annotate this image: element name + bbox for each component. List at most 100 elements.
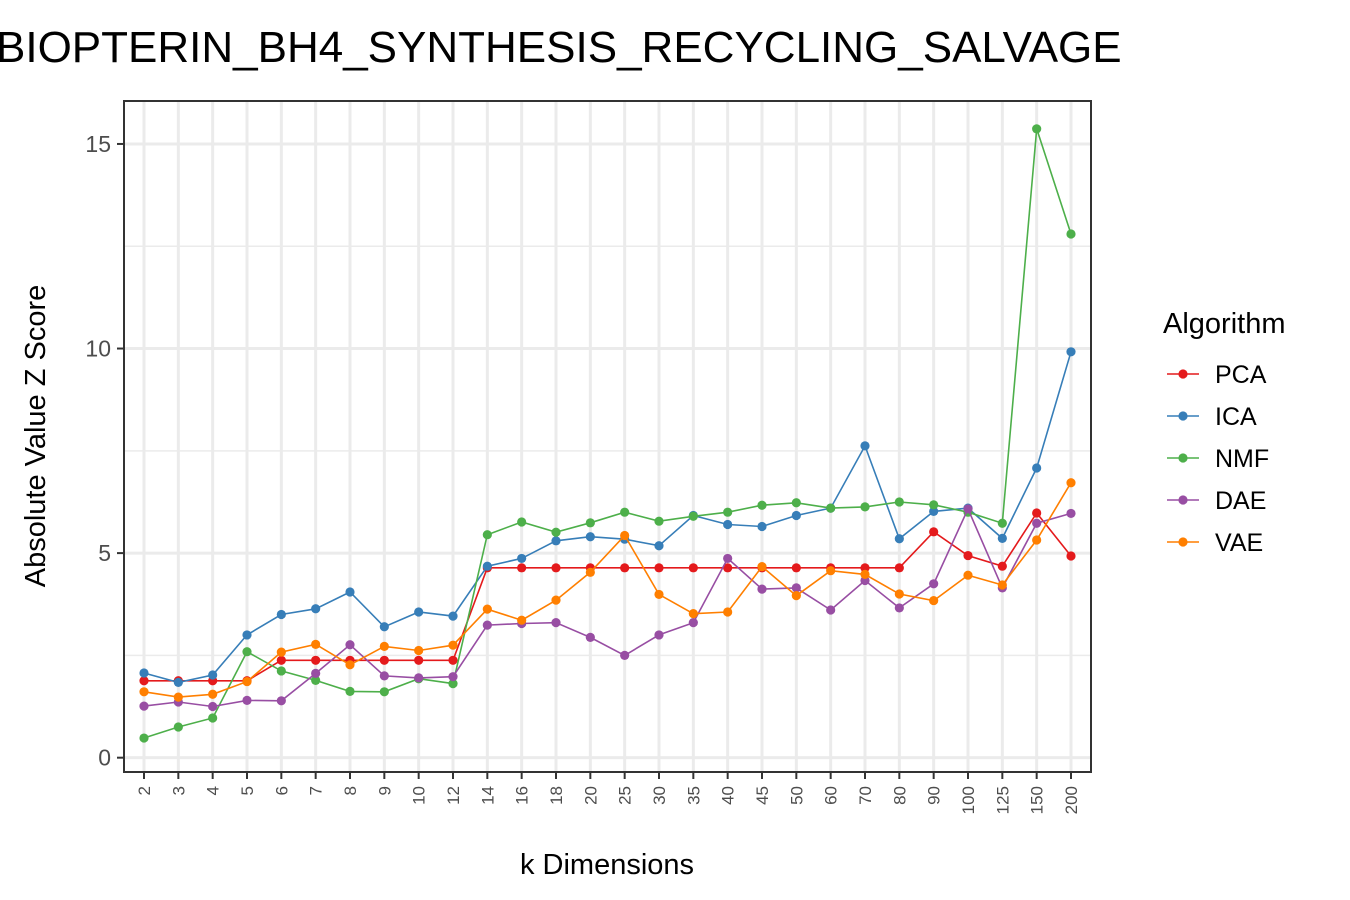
data-point-dae (551, 618, 561, 628)
y-tick-label: 10 (85, 336, 111, 362)
data-point-pca (311, 655, 321, 665)
series-line-pca (144, 511, 1072, 682)
data-point-ica (654, 541, 664, 551)
data-point-ica (242, 630, 252, 640)
data-point-nmf (448, 679, 458, 689)
data-point-vae (791, 591, 801, 601)
x-tick-label: 50 (787, 786, 806, 805)
data-point-nmf (929, 500, 939, 510)
x-tick-label: 20 (581, 786, 600, 805)
data-point-vae (517, 615, 527, 625)
data-point-pca (860, 563, 870, 573)
x-tick-label: 90 (925, 786, 944, 805)
data-point-dae (723, 553, 733, 564)
data-point-vae (894, 589, 904, 599)
legend-label-nmf: NMF (1215, 445, 1269, 473)
data-point-vae (311, 639, 321, 649)
data-point-vae (826, 566, 836, 576)
x-tick-label: 4 (204, 786, 223, 795)
x-tick-label: 25 (616, 786, 635, 805)
data-point-ica (414, 607, 424, 617)
data-point-vae (997, 580, 1007, 590)
x-tick-label: 70 (856, 786, 875, 805)
x-tick-label: 35 (684, 786, 703, 805)
x-tick-label: 6 (272, 786, 291, 795)
series-line-vae (143, 482, 1072, 698)
data-point-vae (276, 647, 286, 657)
data-point-vae (963, 570, 973, 580)
data-point-pca (414, 655, 424, 665)
x-tick-label: 5 (238, 786, 257, 795)
legend-label-vae: VAE (1215, 529, 1263, 557)
data-point-nmf (208, 713, 218, 723)
data-point-ica (276, 609, 286, 620)
x-tick-label: 2 (135, 786, 154, 795)
x-tick-label: 45 (753, 786, 772, 805)
data-point-ica (345, 587, 355, 597)
series-line-ica (143, 351, 1072, 684)
data-point-dae (414, 673, 424, 683)
grid-major (124, 101, 1091, 772)
data-point-dae (345, 640, 355, 650)
data-point-ica (860, 441, 870, 451)
data-point-dae (276, 696, 286, 706)
data-point-ica (379, 622, 389, 632)
data-point-vae (929, 595, 939, 606)
data-point-ica (551, 536, 561, 546)
data-point-nmf (1032, 124, 1042, 134)
data-point-ica (585, 532, 595, 542)
legend-label-pca: PCA (1215, 361, 1267, 389)
data-point-nmf (654, 516, 664, 526)
data-point-pca (620, 563, 630, 573)
data-point-vae (551, 595, 561, 605)
series-line-nmf (143, 128, 1072, 739)
data-point-dae (379, 671, 389, 681)
data-point-pca (448, 655, 458, 665)
data-point-pca (379, 655, 389, 665)
data-point-vae (688, 609, 698, 619)
data-point-vae (379, 641, 389, 651)
data-point-ica (517, 553, 527, 564)
data-point-vae (448, 640, 458, 650)
y-axis-title: Absolute Value Z Score (20, 285, 52, 588)
legend-marker-vae (1178, 537, 1188, 547)
x-tick-label: 3 (169, 786, 188, 795)
y-tick-label: 5 (98, 540, 111, 566)
data-point-ica (173, 677, 183, 687)
data-point-pca (654, 563, 664, 573)
data-point-vae (620, 530, 630, 541)
legend-marker-nmf (1178, 453, 1188, 463)
data-point-pca (517, 563, 527, 573)
chart-title: BIOPTERIN_BH4_SYNTHESIS_RECYCLING_SALVAG… (0, 23, 1122, 72)
x-tick-label: 125 (993, 786, 1012, 814)
data-point-nmf (688, 511, 698, 521)
x-tick-label: 9 (375, 786, 394, 795)
data-point-ica (757, 521, 767, 532)
data-point-ica (894, 534, 904, 544)
x-tick-label: 40 (719, 786, 738, 805)
data-point-ica (208, 670, 218, 680)
data-point-nmf (791, 498, 801, 508)
data-point-nmf (173, 722, 183, 732)
plot-panel-border (123, 100, 1092, 773)
data-point-dae (208, 701, 218, 712)
data-point-ica (997, 533, 1007, 543)
data-point-ica (448, 611, 458, 621)
data-point-pca (276, 655, 286, 665)
data-point-ica (139, 668, 149, 678)
data-point-dae (791, 583, 801, 593)
data-point-pca (963, 550, 973, 561)
data-point-pca (997, 561, 1007, 571)
data-point-nmf (276, 666, 286, 676)
x-tick-label: 200 (1062, 786, 1081, 814)
data-point-dae (826, 605, 836, 615)
legend-label-dae: DAE (1215, 487, 1266, 515)
data-point-nmf (860, 502, 870, 512)
data-point-pca (723, 563, 733, 573)
data-point-nmf (551, 527, 561, 537)
y-tick-label: 15 (85, 131, 111, 157)
data-point-pca (139, 676, 149, 686)
x-tick-label: 80 (890, 786, 909, 805)
data-point-pca (1066, 551, 1076, 561)
x-tick-label: 12 (444, 786, 463, 805)
